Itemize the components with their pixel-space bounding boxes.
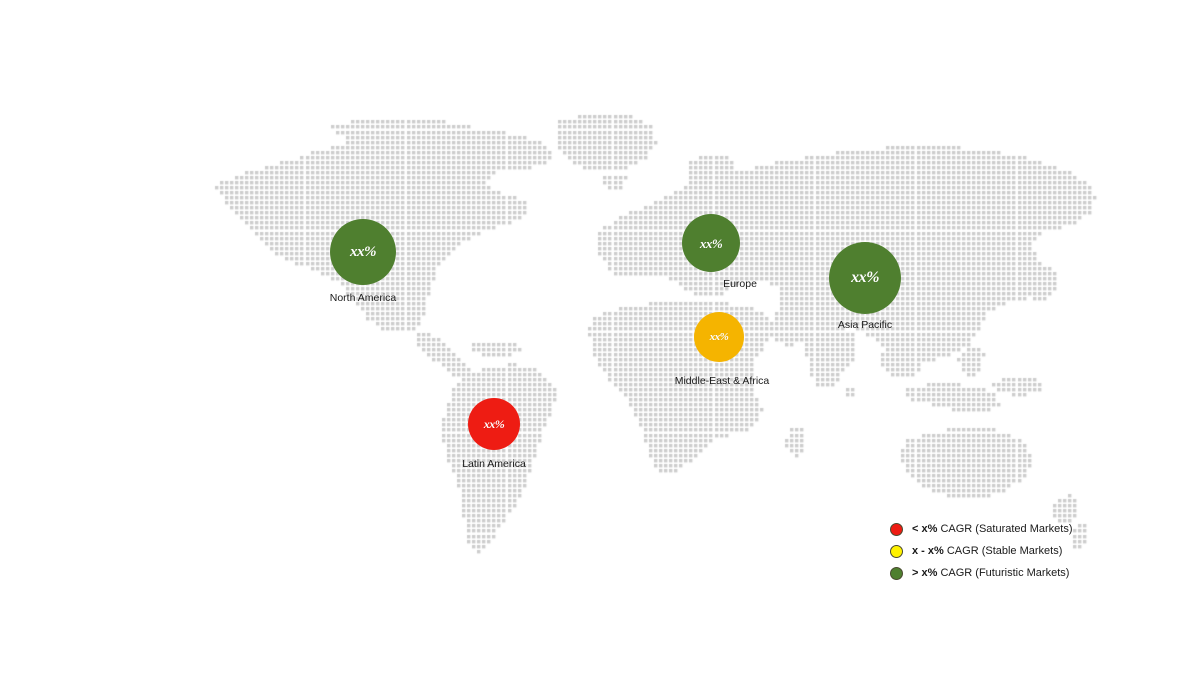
legend-description: CAGR (Futuristic Markets) xyxy=(940,566,1070,579)
legend-color-swatch-stable xyxy=(890,544,903,558)
legend-description: CAGR (Saturated Markets) xyxy=(940,522,1073,535)
legend-item-stable[interactable]: x - x% CAGR (Stable Markets) xyxy=(890,540,1073,562)
legend-item-futuristic[interactable]: > x% CAGR (Futuristic Markets) xyxy=(890,562,1073,584)
legend-item-saturated[interactable]: < x% CAGR (Saturated Markets) xyxy=(890,518,1073,540)
region-name-label: Europe xyxy=(723,278,757,290)
bubble-value-label: xx% xyxy=(350,243,377,260)
region-bubble-latin-america[interactable]: xx% xyxy=(468,398,520,450)
region-name-label: Latin America xyxy=(462,458,526,470)
bubble-value-label: xx% xyxy=(851,269,879,286)
bubble-circle: xx% xyxy=(829,242,901,314)
bubble-circle: xx% xyxy=(694,312,744,362)
bubble-circle: xx% xyxy=(682,214,740,272)
bubble-value-label: xx% xyxy=(699,235,723,251)
legend-threshold: > x% xyxy=(912,566,938,579)
legend: < x% CAGR (Saturated Markets) x - x% CAGR… xyxy=(890,518,1073,584)
legend-threshold: < x% xyxy=(912,522,938,535)
bubble-circle: xx% xyxy=(468,398,520,450)
region-name-label: Asia Pacific xyxy=(837,319,893,331)
legend-color-swatch-futuristic xyxy=(890,566,903,580)
region-bubble-europe[interactable]: xx% xyxy=(682,214,740,272)
region-name-label: North America xyxy=(329,292,397,304)
region-bubble-middle-east-africa[interactable]: xx% xyxy=(694,312,744,362)
legend-color-swatch-saturated xyxy=(890,522,903,536)
region-name-label: Middle-East & Africa xyxy=(674,375,770,387)
legend-item-label: x - x% CAGR (Stable Markets) xyxy=(912,544,1063,557)
region-bubble-north-america[interactable]: xx% xyxy=(330,219,396,285)
bubble-circle: xx% xyxy=(330,219,396,285)
bubble-value-label: xx% xyxy=(483,417,505,431)
legend-threshold: x - x% xyxy=(912,544,944,557)
legend-item-label: < x% CAGR (Saturated Markets) xyxy=(912,522,1073,535)
legend-item-label: > x% CAGR (Futuristic Markets) xyxy=(912,566,1070,579)
bubble-value-label: xx% xyxy=(709,330,729,343)
region-bubble-asia-pacific[interactable]: xx% xyxy=(829,242,901,314)
legend-description: CAGR (Stable Markets) xyxy=(946,544,1063,557)
